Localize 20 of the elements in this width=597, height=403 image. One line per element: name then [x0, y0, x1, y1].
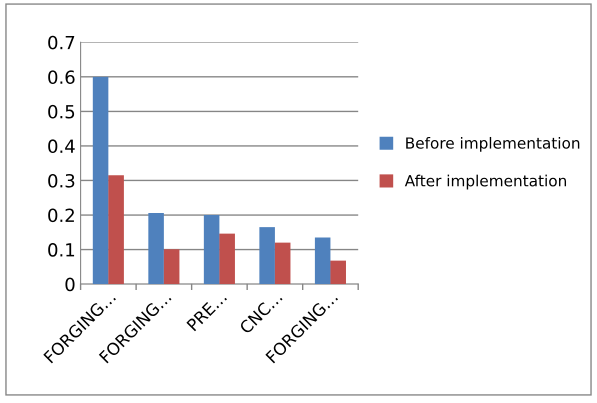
- bar: [219, 234, 235, 284]
- bar: [148, 212, 164, 284]
- y-tick-label: 0.6: [48, 70, 75, 84]
- legend-label: After implementation: [404, 174, 566, 190]
- bar: [108, 175, 124, 284]
- bar: [259, 227, 275, 284]
- y-tick-label: 0.4: [48, 139, 75, 154]
- y-tick-label: 0.3: [48, 174, 74, 188]
- bar: [274, 242, 290, 284]
- y-tick-label: 0.2: [48, 208, 74, 222]
- y-tick-label: 0.7: [48, 36, 74, 50]
- bar: [204, 215, 220, 284]
- bar: [164, 249, 180, 284]
- legend-label: Before implementation: [406, 136, 580, 152]
- y-tick-label: 0: [65, 278, 75, 292]
- bar: [92, 76, 108, 284]
- bar: [330, 260, 346, 284]
- y-tick-label: 0.1: [48, 243, 74, 257]
- y-tick-label: 0.5: [48, 104, 74, 119]
- bar: [314, 237, 330, 284]
